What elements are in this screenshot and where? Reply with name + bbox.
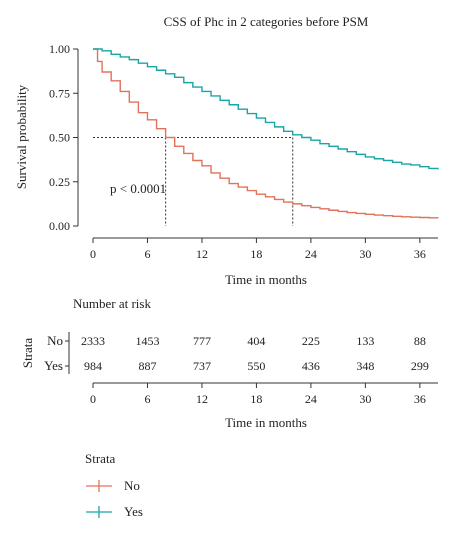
x-tick-label: 36 bbox=[414, 247, 426, 261]
x-tick-label: 12 bbox=[196, 247, 208, 261]
risk-cell-no: 225 bbox=[302, 334, 320, 348]
risk-cell-yes: 887 bbox=[138, 359, 156, 373]
survival-plot: Survival probability Time in months p < … bbox=[14, 42, 439, 287]
y-axis-label: Survival probability bbox=[14, 84, 29, 189]
x-tick-label: 0 bbox=[90, 247, 96, 261]
risk-x-tick-label: 36 bbox=[414, 392, 426, 406]
x-tick-label: 24 bbox=[305, 247, 317, 261]
risk-x-tick-label: 30 bbox=[359, 392, 371, 406]
y-tick-label: 0.25 bbox=[49, 175, 70, 189]
survival-curve-no bbox=[93, 48, 439, 219]
legend-item-no: No bbox=[86, 478, 140, 493]
risk-x-tick-label: 12 bbox=[196, 392, 208, 406]
risk-x-tick-label: 6 bbox=[144, 392, 150, 406]
risk-ticks: 0 6 12 18 24 30 36 bbox=[65, 340, 426, 406]
risk-cell-yes: 984 bbox=[84, 359, 102, 373]
risk-cell-yes: 737 bbox=[193, 359, 211, 373]
y-tick-label: 0.75 bbox=[49, 86, 70, 100]
survival-curve-yes bbox=[93, 48, 439, 170]
y-tick-label: 0.00 bbox=[49, 219, 70, 233]
y-tick-label: 1.00 bbox=[49, 42, 70, 56]
risk-cell-yes: 550 bbox=[247, 359, 265, 373]
risk-cell-no: 1453 bbox=[135, 334, 159, 348]
risk-table: Number at risk Strata Time in months No … bbox=[20, 296, 438, 430]
risk-cell-no: 404 bbox=[247, 334, 265, 348]
median-reference-lines bbox=[93, 137, 294, 226]
x-tick-label: 30 bbox=[359, 247, 371, 261]
x-axis-label: Time in months bbox=[225, 272, 307, 287]
legend-item-yes: Yes bbox=[86, 504, 143, 519]
x-tick-label: 6 bbox=[144, 247, 150, 261]
survival-curves bbox=[93, 48, 439, 219]
risk-x-tick-label: 0 bbox=[90, 392, 96, 406]
legend-title: Strata bbox=[85, 451, 116, 466]
risk-cell-no: 2333 bbox=[81, 334, 105, 348]
risk-x-tick-label: 18 bbox=[250, 392, 262, 406]
risk-table-x-label: Time in months bbox=[225, 415, 307, 430]
risk-cell-no: 133 bbox=[356, 334, 374, 348]
risk-cells: 2333 1453 777 404 225 133 88 984 887 737 550 436 348… bbox=[81, 334, 429, 373]
risk-table-heading: Number at risk bbox=[73, 296, 151, 311]
risk-row-label-yes: Yes bbox=[44, 358, 63, 373]
x-tick-label: 18 bbox=[250, 247, 262, 261]
chart-title: CSS of Phc in 2 categories before PSM bbox=[164, 14, 369, 29]
risk-cell-no: 777 bbox=[193, 334, 211, 348]
risk-row-label-no: No bbox=[47, 333, 63, 348]
risk-table-strata-title: Strata bbox=[20, 338, 35, 369]
legend-label-yes: Yes bbox=[124, 504, 143, 519]
p-value-annotation: p < 0.0001 bbox=[110, 181, 166, 196]
risk-cell-yes: 299 bbox=[411, 359, 429, 373]
y-tick-label: 0.50 bbox=[49, 131, 70, 145]
legend-label-no: No bbox=[124, 478, 140, 493]
risk-x-tick-label: 24 bbox=[305, 392, 317, 406]
risk-cell-yes: 348 bbox=[356, 359, 374, 373]
risk-cell-yes: 436 bbox=[302, 359, 320, 373]
legend: Strata No Yes bbox=[85, 451, 143, 519]
main-ticks: 0 6 12 18 24 30 36 0.00 0.25 0.50 0.75 1.00 bbox=[49, 42, 426, 261]
risk-cell-no: 88 bbox=[414, 334, 426, 348]
